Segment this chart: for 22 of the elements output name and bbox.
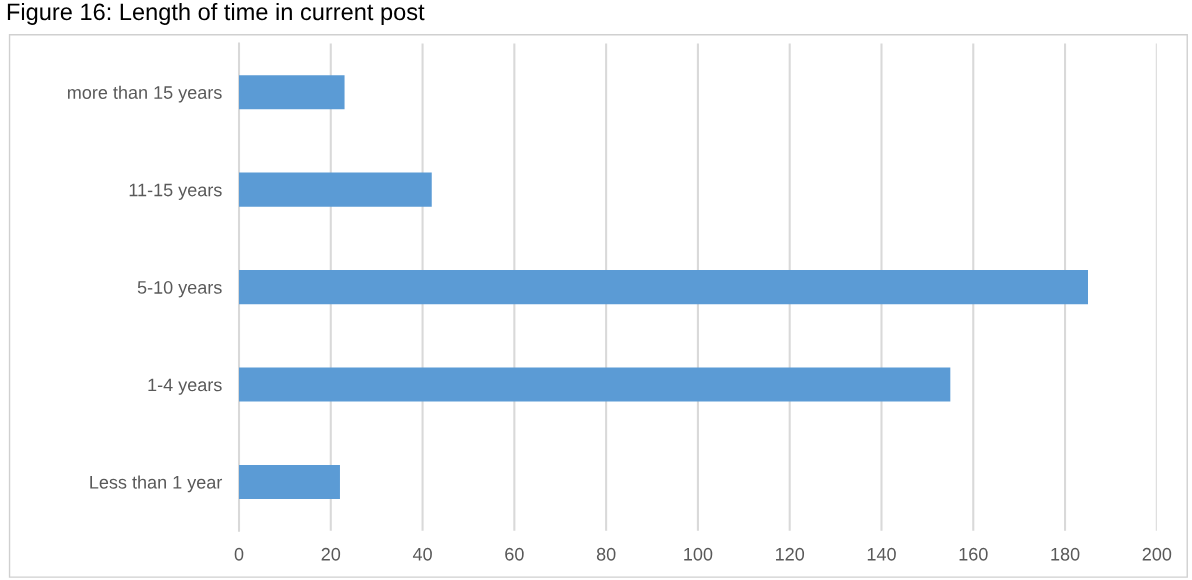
x-tick-label: 140 [867, 547, 896, 561]
y-tick-label: 11-15 years [129, 183, 222, 200]
x-tick-label: 200 [1142, 547, 1172, 561]
x-tick-label: 20 [321, 547, 341, 561]
x-tick-label: 80 [596, 547, 616, 561]
x-tick-label: 160 [959, 547, 988, 561]
x-tick-label: 60 [505, 547, 524, 561]
y-tick-label: 5-10 years [137, 281, 222, 298]
x-tick-label: 120 [776, 547, 805, 561]
bar [239, 75, 345, 110]
bar [239, 464, 340, 500]
chart-title: Figure 16: Length of time in current post [7, 2, 425, 25]
x-tick-label: 100 [684, 547, 713, 561]
x-tick-label: 40 [412, 547, 432, 561]
x-tick-label: 0 [234, 547, 244, 561]
x-tick-label: 180 [1051, 547, 1080, 561]
y-tick-label: more than 15 years [67, 85, 222, 103]
y-tick-label: Less than 1 year [90, 475, 223, 493]
bar [239, 367, 951, 402]
y-tick-label: 1-4 years [148, 378, 222, 395]
bar [239, 270, 1088, 305]
bar [239, 172, 432, 207]
